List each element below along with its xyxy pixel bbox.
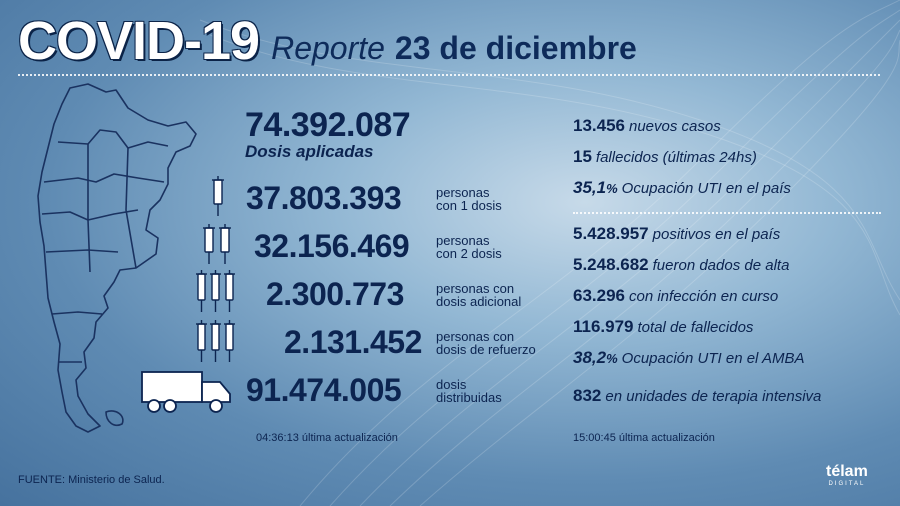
argentina-map-icon	[37, 83, 197, 433]
source-note: FUENTE: Ministerio de Salud.	[18, 474, 165, 486]
vax-row-value: 37.803.393	[246, 180, 402, 216]
truck-icon	[141, 371, 231, 413]
vax-row-value: 91.474.005	[246, 372, 402, 408]
header-divider	[18, 74, 880, 76]
report-label: Reporte	[271, 30, 385, 66]
total-doses-label: Dosis aplicadas	[245, 142, 374, 161]
vax-row-value: 2.131.452	[284, 324, 422, 360]
report-date: 23 de diciembre	[394, 30, 637, 66]
icu-occupancy-amba: 38,2% Ocupación UTI en el AMBA	[573, 348, 805, 367]
triple-syringe-icon	[196, 270, 235, 312]
total-deaths: 116.979 total de fallecidos	[573, 317, 754, 336]
cases-divider	[573, 212, 881, 214]
total-recovered: 5.248.682 fueron dados de alta	[573, 255, 790, 274]
total-positives: 5.428.957 positivos en el país	[573, 224, 781, 243]
report-header: COVID-19 Reporte 23 de diciembre	[18, 10, 637, 72]
vax-row-label: personas con dosis de refuerzo	[436, 329, 536, 357]
icu-occupancy-country: 35,1% Ocupación UTI en el país	[573, 178, 791, 197]
vaccination-update-time: 04:36:13 última actualización	[256, 432, 398, 444]
total-doses-value: 74.392.087	[245, 106, 411, 144]
vax-row-label: personas con 2 dosis	[436, 233, 502, 261]
vax-row-value: 2.300.773	[266, 276, 404, 312]
double-syringe-icon	[203, 224, 231, 264]
vax-row-label: personas con 1 dosis	[436, 185, 502, 213]
vax-row-label: dosis distribuidas	[436, 377, 502, 405]
triple-syringe-icon	[196, 320, 235, 362]
cases-update-time: 15:00:45 última actualización	[573, 432, 715, 444]
vax-row-value: 32.156.469	[254, 228, 410, 264]
single-syringe-icon	[212, 176, 224, 216]
icu-patients: 832 en unidades de terapia intensiva	[573, 386, 822, 405]
daily-new-cases: 13.456 nuevos casos	[573, 116, 721, 135]
active-infections: 63.296 con infección en curso	[573, 286, 779, 305]
page-title: COVID-19	[18, 11, 260, 71]
vax-row-label: personas con dosis adicional	[436, 281, 522, 309]
telam-logo: télam DIGITAL	[826, 463, 868, 488]
daily-deaths: 15 fallecidos (últimas 24hs)	[573, 147, 757, 166]
